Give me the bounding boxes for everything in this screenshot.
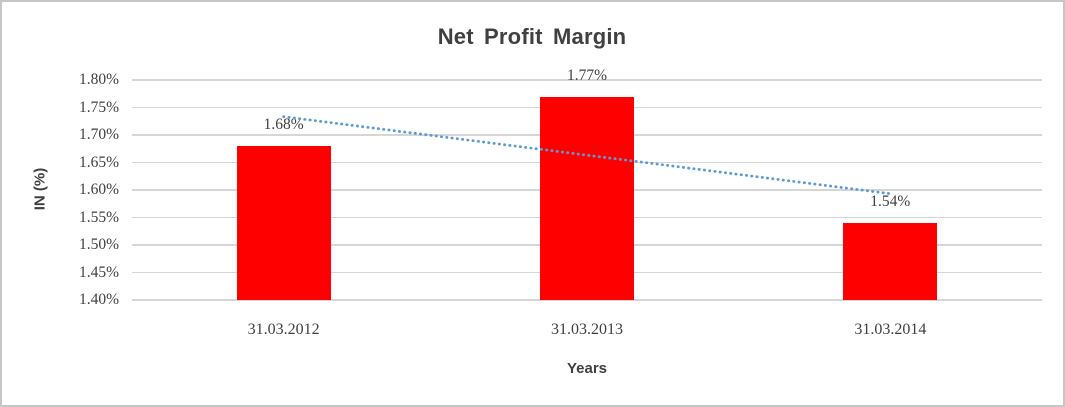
bar-data-label: 1.68% <box>263 116 304 133</box>
y-tick-label: 1.60% <box>78 181 119 198</box>
y-tick-label: 1.50% <box>78 236 119 253</box>
gridline <box>132 79 1042 81</box>
y-tick-label: 1.75% <box>78 98 119 116</box>
x-category-label: 31.03.2013 <box>550 321 623 338</box>
chart-title: Net Profit Margin <box>437 24 627 49</box>
bar <box>540 96 634 300</box>
y-tick-label: 1.55% <box>78 208 119 226</box>
y-tick-label: 1.40% <box>78 291 119 308</box>
x-category-label: 31.03.2012 <box>247 321 320 338</box>
y-tick-label: 1.70% <box>78 126 119 143</box>
bar <box>843 223 938 300</box>
x-category-label: 31.03.2014 <box>854 321 927 338</box>
y-tick-label: 1.65% <box>78 153 119 171</box>
bar-data-label: 1.77% <box>566 66 608 84</box>
bar <box>236 146 331 300</box>
x-axis-title: Years <box>566 360 608 377</box>
bar-data-label: 1.54% <box>870 193 911 210</box>
y-tick-label: 1.80% <box>78 71 119 88</box>
y-tick-label: 1.45% <box>78 263 119 281</box>
